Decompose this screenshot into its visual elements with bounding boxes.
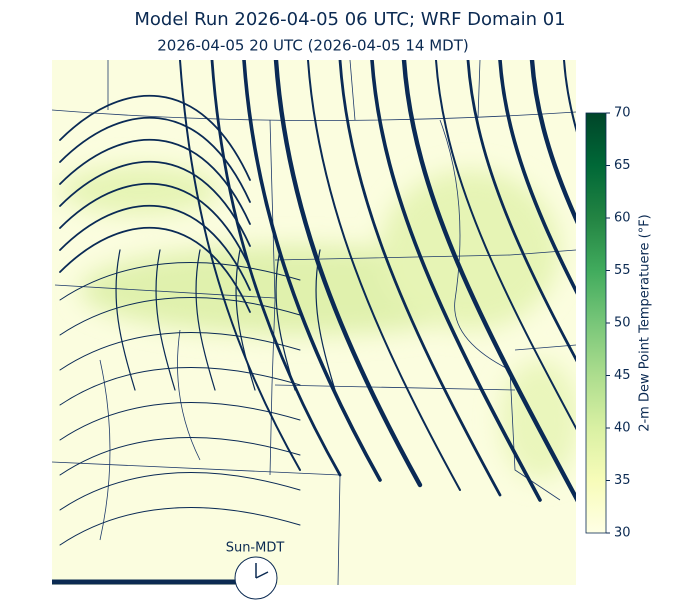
streamline bbox=[179, 60, 301, 471]
colorbar-tick-label: 45 bbox=[614, 368, 631, 383]
streamline bbox=[59, 367, 301, 406]
streamline bbox=[59, 94, 251, 181]
colorbar-tick-label: 55 bbox=[614, 263, 631, 278]
streamline bbox=[59, 262, 301, 301]
clock-label: Sun-MDT bbox=[226, 541, 285, 556]
streamline bbox=[59, 160, 251, 247]
streamline bbox=[435, 60, 576, 431]
colorbar-tick-label: 35 bbox=[614, 473, 631, 488]
colorbar-tick-label: 70 bbox=[614, 106, 631, 121]
streamline bbox=[59, 182, 251, 269]
streamline bbox=[115, 249, 136, 391]
colorbar-tick-label: 40 bbox=[614, 421, 631, 436]
streamline bbox=[498, 60, 576, 295]
streamline bbox=[370, 60, 542, 502]
streamline bbox=[59, 402, 301, 441]
streamlines bbox=[59, 60, 576, 546]
streamline bbox=[466, 60, 576, 363]
streamline bbox=[401, 60, 576, 503]
streamline bbox=[59, 204, 251, 291]
streamline bbox=[155, 249, 176, 391]
streamline bbox=[59, 332, 301, 371]
streamline bbox=[235, 249, 256, 391]
streamline bbox=[59, 116, 251, 203]
streamline bbox=[275, 249, 296, 391]
streamline bbox=[315, 249, 336, 391]
borders bbox=[52, 60, 576, 585]
streamline bbox=[242, 60, 382, 482]
clock-hands bbox=[255, 563, 269, 579]
colorbar-tick-label: 30 bbox=[614, 526, 631, 541]
colorbar-tick-label: 60 bbox=[614, 211, 631, 226]
streamline bbox=[195, 249, 216, 391]
map bbox=[52, 60, 576, 585]
streamline bbox=[59, 226, 251, 313]
colorbar-ticks: 30 35 40 45 50 55 60 65 70 bbox=[606, 106, 631, 541]
subtitle: 2026-04-05 20 UTC (2026-04-05 14 MDT) bbox=[157, 37, 468, 55]
streamline bbox=[59, 507, 301, 546]
streamline bbox=[273, 60, 423, 488]
streamline bbox=[307, 60, 461, 491]
title: Model Run 2026-04-05 06 UTC; WRF Domain … bbox=[134, 9, 565, 30]
streamline bbox=[59, 297, 301, 336]
colorbar-label: 2-m Dew Point Temperatuere (°F) bbox=[638, 214, 653, 432]
streamline bbox=[59, 437, 301, 476]
colorbar-tick-label: 50 bbox=[614, 316, 631, 331]
streamline bbox=[59, 138, 251, 225]
streamline bbox=[338, 60, 502, 497]
streamline bbox=[529, 60, 576, 225]
colorbar bbox=[585, 112, 607, 534]
streamline bbox=[563, 60, 576, 133]
colorbar-tick-label: 65 bbox=[614, 158, 631, 173]
streamline bbox=[59, 472, 301, 511]
